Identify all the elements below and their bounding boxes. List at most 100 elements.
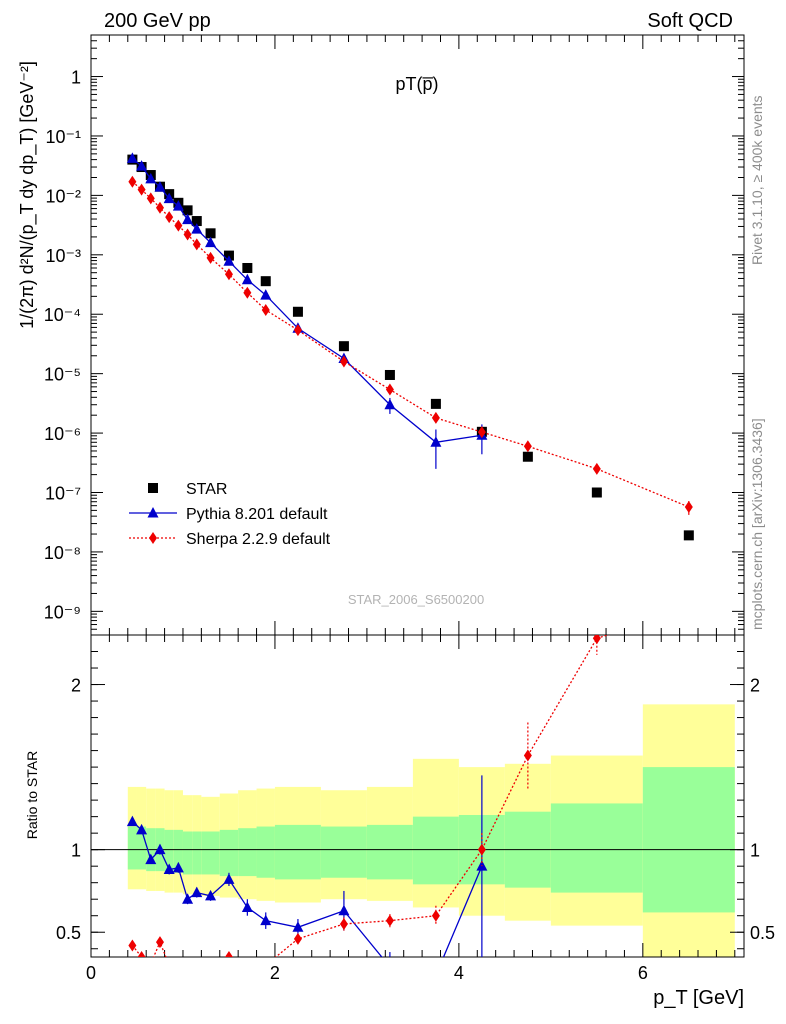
- sherpa-point: [165, 211, 174, 224]
- header-left: 200 GeV pp: [104, 10, 211, 32]
- main-y-axis-title: 1/(2π) d²N/(p_T dy dp_T) [GeV⁻²]: [17, 61, 38, 329]
- sherpa-ratio-point: [293, 932, 302, 945]
- sherpa-point: [146, 192, 155, 205]
- star-point: [182, 205, 193, 216]
- uncertainty-band-inner: [201, 831, 220, 875]
- pythia-point: [260, 289, 272, 300]
- sherpa-ratio-point: [592, 635, 601, 645]
- pythia-point: [384, 398, 396, 410]
- sherpa-point: [523, 440, 532, 453]
- pythia-ratio-point: [191, 886, 203, 898]
- sherpa-point: [128, 175, 137, 188]
- sherpa-ratio-point: [147, 958, 155, 970]
- pythia-ratio-point: [145, 853, 157, 865]
- star-point: [683, 530, 694, 541]
- y-tick-label: 10⁻⁵: [44, 365, 81, 385]
- y-tick-label: 1: [71, 68, 81, 88]
- legend-label: Pythia 8.201 default: [186, 506, 328, 523]
- y-tick-label: 10⁻¹: [45, 127, 81, 147]
- sherpa-ratio-point: [155, 936, 164, 949]
- star-point: [242, 262, 253, 273]
- sherpa-point: [431, 411, 440, 424]
- uncertainty-band-inner: [642, 767, 735, 913]
- x-axis-title: p_T [GeV]: [653, 987, 744, 1009]
- star-point: [591, 487, 602, 498]
- uncertainty-band-inner: [320, 826, 367, 878]
- y-tick-label: 10⁻⁹: [44, 602, 81, 622]
- ratio-y-tick-label: 2: [750, 676, 760, 696]
- pythia-ratio-point: [338, 904, 350, 916]
- sherpa-point: [137, 183, 146, 196]
- uncertainty-band-inner: [412, 816, 459, 885]
- pythia-point: [163, 192, 175, 204]
- uncertainty-band-inner: [219, 829, 239, 877]
- star-point: [384, 369, 395, 380]
- pythia-ratio-point: [260, 914, 272, 926]
- star-point: [205, 228, 216, 239]
- sherpa-ratio-point: [165, 959, 173, 971]
- sherpa-ratio-point: [243, 963, 251, 975]
- sherpa-ratio-point: [431, 909, 440, 922]
- x-tick-label: 6: [638, 963, 648, 983]
- ratio-y-tick-label: 0.5: [56, 923, 81, 943]
- pythia-point: [223, 255, 235, 266]
- uncertainty-band-inner: [127, 826, 137, 870]
- pythia-point: [136, 160, 148, 171]
- uncertainty-band-inner: [173, 829, 183, 873]
- sherpa-point: [192, 238, 201, 251]
- sherpa-point: [261, 303, 270, 316]
- y-tick-label: 10⁻⁷: [45, 484, 81, 504]
- pythia-point: [145, 172, 157, 184]
- pythia-ratio-point: [205, 889, 217, 901]
- sherpa-point: [174, 219, 183, 232]
- pythia-ratio-point: [126, 815, 138, 827]
- watermark: STAR_2006_S6500200: [348, 592, 484, 607]
- legend: STAR Pythia 8.201 default Sherpa 2.2.9 def…: [129, 481, 331, 548]
- pythia-line: [131, 157, 482, 443]
- uncertainty-band-inner: [182, 831, 193, 875]
- sherpa-point: [385, 383, 394, 396]
- uncertainty-band-inner: [136, 826, 147, 870]
- sherpa-ratio-point: [262, 959, 270, 971]
- uncertainty-band-inner: [274, 824, 321, 880]
- star-point: [522, 451, 533, 462]
- sherpa-ratio-point: [193, 959, 201, 971]
- ratio-panel: 0 2 4 6 0.5 0.5 1 1 2 2: [56, 604, 775, 983]
- pythia-ratio-point: [241, 901, 253, 912]
- uncertainty-band-inner: [256, 826, 275, 878]
- main-panel: 10⁻⁹ 10⁻⁸ 10⁻⁷ 10⁻⁶ 10⁻⁵ 10⁻⁴ 10⁻³ 10⁻² 10⁻¹ 1: [44, 34, 745, 636]
- pythia-point: [241, 273, 253, 285]
- sherpa-ratio-point: [477, 843, 486, 856]
- pythia-point: [205, 236, 217, 248]
- pythia-ratio-point: [163, 863, 175, 874]
- sherpa-ratio-point: [685, 604, 693, 616]
- star-point: [191, 216, 202, 227]
- ratio-y-tick-label: 1: [71, 841, 81, 861]
- legend-label: STAR: [186, 481, 227, 498]
- y-tick-label: 10⁻³: [45, 246, 81, 266]
- star-point: [292, 306, 303, 317]
- star-point: [338, 341, 349, 352]
- sherpa-point: [206, 251, 215, 264]
- legend-marker: [147, 507, 159, 518]
- sherpa-ratio-point: [207, 959, 215, 971]
- sherpa-ratio-point: [137, 951, 146, 957]
- y-tick-label: 10⁻⁴: [44, 305, 81, 325]
- sherpa-ratio-point: [523, 749, 532, 762]
- header-right: Soft QCD: [647, 10, 733, 32]
- y-tick-label: 10⁻⁸: [44, 543, 81, 563]
- star-point: [260, 276, 271, 287]
- ratio-y-tick-label: 0.5: [750, 923, 775, 943]
- sherpa-point: [684, 501, 693, 514]
- legend-marker: [149, 532, 157, 544]
- ratio-y-tick-label: 2: [71, 676, 81, 696]
- uncertainty-band-inner: [164, 829, 174, 873]
- pythia-point: [430, 436, 442, 447]
- y-tick-label: 10⁻²: [45, 186, 81, 206]
- pythia-ratio-point: [182, 893, 194, 904]
- sherpa-line: [131, 181, 690, 508]
- pythia-point: [154, 181, 166, 192]
- sherpa-point: [293, 324, 302, 337]
- star-point: [430, 398, 441, 409]
